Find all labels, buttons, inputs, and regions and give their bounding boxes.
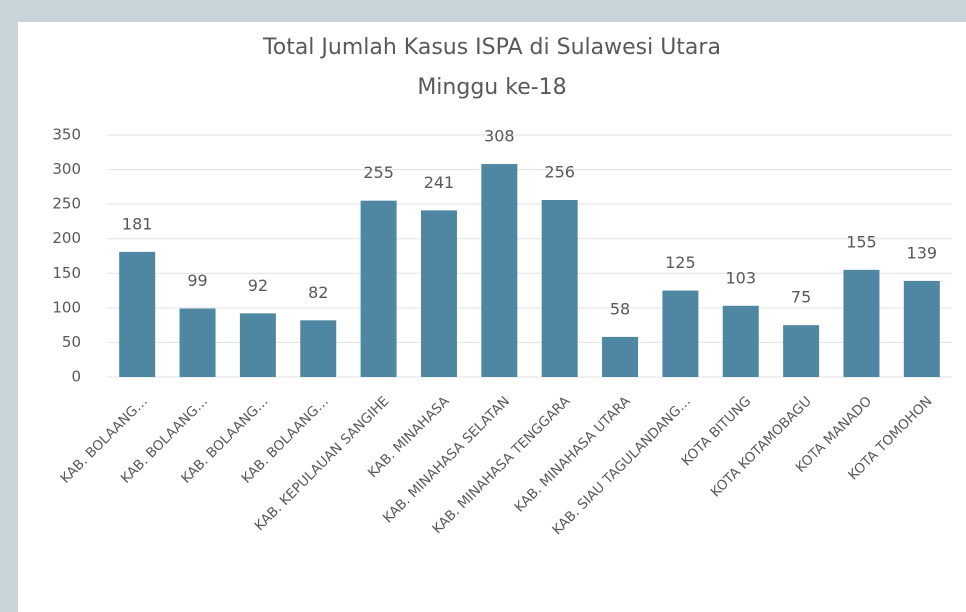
chart: Total Jumlah Kasus ISPA di Sulawesi Utar… xyxy=(0,0,966,612)
bar xyxy=(240,313,276,377)
bar xyxy=(723,306,759,377)
bar xyxy=(843,270,879,377)
y-tick-label: 50 xyxy=(62,333,81,351)
data-label: 155 xyxy=(846,232,877,251)
data-label: 125 xyxy=(665,253,696,272)
bar xyxy=(481,164,517,377)
data-label: 99 xyxy=(187,271,207,290)
y-tick-label: 100 xyxy=(52,298,81,316)
y-tick-label: 200 xyxy=(52,229,81,247)
y-tick-label: 300 xyxy=(52,160,81,178)
bar xyxy=(602,337,638,377)
data-label: 58 xyxy=(610,299,630,318)
data-label: 139 xyxy=(907,243,938,262)
data-label: 255 xyxy=(363,163,394,182)
bar xyxy=(662,291,698,377)
page: {"chart_data": {"type": "bar", "title": … xyxy=(0,0,966,612)
data-label: 103 xyxy=(725,268,756,287)
bar xyxy=(904,281,940,377)
data-label: 241 xyxy=(424,173,455,192)
bar xyxy=(542,200,578,377)
data-label: 92 xyxy=(248,276,268,295)
bar xyxy=(361,201,397,377)
data-label: 256 xyxy=(544,162,575,181)
y-tick-label: 150 xyxy=(52,264,81,282)
y-tick-label: 350 xyxy=(52,126,81,144)
chart-title: Total Jumlah Kasus ISPA di Sulawesi Utar… xyxy=(262,35,721,60)
data-label: 308 xyxy=(484,127,515,146)
y-tick-label: 250 xyxy=(52,195,81,213)
data-label: 82 xyxy=(308,283,328,302)
bar xyxy=(783,325,819,377)
y-tick-label: 0 xyxy=(71,368,81,386)
data-label: 181 xyxy=(122,214,153,233)
bar xyxy=(119,252,155,377)
chart-subtitle: Minggu ke-18 xyxy=(417,75,566,100)
bar xyxy=(421,210,457,377)
bar xyxy=(300,320,336,377)
bar xyxy=(180,309,216,377)
data-label: 75 xyxy=(791,288,811,307)
